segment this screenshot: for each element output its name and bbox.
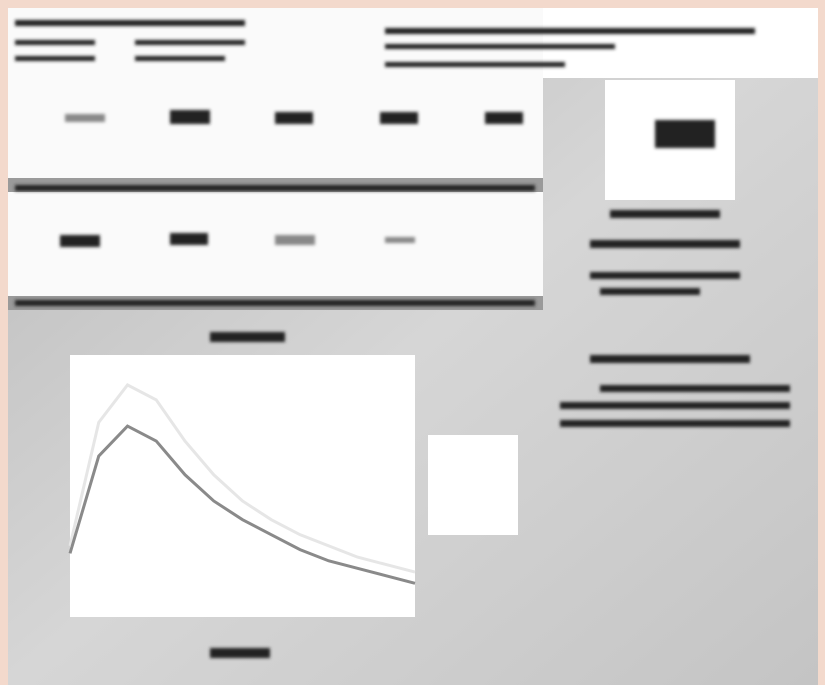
dose-panel <box>8 8 543 300</box>
screen <box>0 0 825 685</box>
legend <box>428 435 518 535</box>
page: {"chart_data":{"type":"line", "x":[0,1,2… <box>0 0 825 685</box>
